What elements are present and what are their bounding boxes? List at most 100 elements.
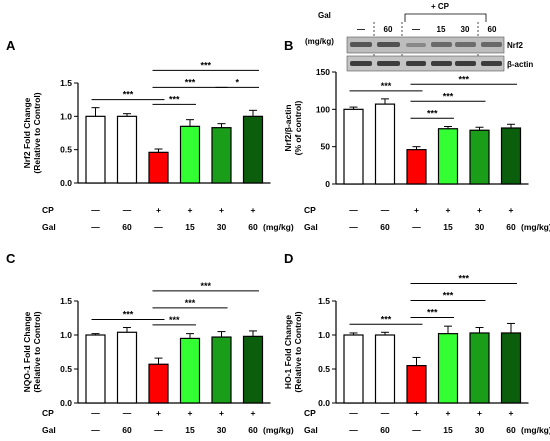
- y-tick-label: 0.5: [318, 364, 330, 374]
- bar: [116, 115, 138, 184]
- condition-cp-value: +: [414, 205, 419, 215]
- significance-label: ***: [169, 94, 180, 104]
- bar: [343, 108, 364, 185]
- bar: [116, 331, 138, 404]
- y-axis-label: Nrf2/β-actin(% of control): [283, 100, 303, 155]
- bar: [85, 334, 106, 404]
- condition-gal-value: 15: [185, 425, 195, 435]
- y-axis-label-line1: HO-1 Fold Change: [283, 315, 293, 389]
- actin-band: [455, 61, 476, 66]
- condition-gal-value: 30: [217, 222, 227, 232]
- y-tick-label: 1.0: [318, 330, 330, 340]
- actin-band: [431, 61, 452, 66]
- condition-unit: (mg/kg): [521, 425, 550, 435]
- condition-cp-value: +: [414, 408, 419, 418]
- significance-label: *: [235, 77, 239, 87]
- condition-gal-value: 60: [506, 222, 516, 232]
- panel-letter: B: [284, 38, 293, 53]
- significance-label: ***: [381, 314, 392, 324]
- chart-panel-b: B Nrf2/β-actin(% of control) 0 50 100 150 *** *…: [283, 38, 550, 232]
- bar: [469, 129, 490, 185]
- y-axis-label-line1: Nrf2 Fold Change: [22, 97, 32, 168]
- bar: [406, 149, 427, 185]
- bar: [179, 337, 201, 404]
- condition-gal-value: —: [412, 425, 421, 435]
- condition-unit: (mg/kg): [263, 222, 294, 232]
- y-tick-label: 0.0: [318, 398, 330, 408]
- blot-cp-bracket: [404, 13, 487, 22]
- bar: [374, 334, 396, 404]
- condition-cp-value: —: [381, 205, 390, 215]
- condition-cp-value: +: [251, 205, 256, 215]
- condition-gal-value: 60: [380, 222, 390, 232]
- condition-cp-value: —: [381, 408, 390, 418]
- significance-label: ***: [443, 91, 454, 101]
- bar: [211, 127, 232, 184]
- condition-cp-value: +: [477, 205, 482, 215]
- condition-cp-value: +: [446, 408, 451, 418]
- condition-row-label-cp: CP: [304, 205, 316, 215]
- y-tick-label: 1.0: [60, 330, 72, 340]
- blot-band-label-nrf2: Nrf2: [507, 41, 524, 50]
- condition-cp-value: —: [123, 408, 132, 418]
- condition-unit: (mg/kg): [263, 425, 294, 435]
- blot-lane-labels: — 60 — 15 30 60: [357, 25, 497, 34]
- y-tick-label: 0: [325, 179, 330, 189]
- condition-gal-value: 15: [185, 222, 195, 232]
- condition-gal-value: 30: [217, 425, 227, 435]
- condition-cp-value: —: [123, 205, 132, 215]
- bar: [179, 125, 201, 184]
- y-tick-label: 150: [316, 67, 330, 77]
- blot-gal-label: Gal: [318, 11, 331, 20]
- condition-gal-value: 60: [248, 222, 258, 232]
- bar: [500, 332, 522, 404]
- condition-gal-value: —: [91, 425, 100, 435]
- condition-cp-value: +: [477, 408, 482, 418]
- chart-panel-a: A Nrf2 Fold Change(Relative to Control) 0.…: [6, 38, 294, 232]
- condition-gal-value: 60: [248, 425, 258, 435]
- y-tick-label: 1.5: [60, 296, 72, 306]
- actin-band: [481, 61, 502, 66]
- y-axis-label: Nrf2 Fold Change(Relative to Control): [22, 92, 42, 173]
- condition-gal-value: —: [349, 222, 358, 232]
- condition-cp-value: +: [251, 408, 256, 418]
- panel-letter: C: [6, 251, 16, 266]
- chart-panel-c: C NQO-1 Fold Change(Relative to Control) 0…: [6, 251, 294, 435]
- blot-lane-label: 60: [488, 25, 497, 34]
- condition-cp-value: —: [91, 205, 100, 215]
- significance-label: ***: [458, 74, 469, 84]
- bar: [406, 365, 427, 404]
- y-tick-label: 0.5: [60, 364, 72, 374]
- blot-cp-label: + CP: [431, 2, 450, 11]
- condition-cp-value: —: [91, 408, 100, 418]
- condition-gal-value: —: [91, 222, 100, 232]
- bar: [437, 333, 459, 404]
- condition-cp-value: +: [509, 408, 514, 418]
- nrf2-band: [350, 42, 372, 47]
- condition-row-label-cp: CP: [304, 408, 316, 418]
- y-axis-label: HO-1 Fold Change(Relative to Control): [283, 311, 303, 392]
- condition-gal-value: 15: [443, 222, 453, 232]
- significance-label: ***: [381, 81, 392, 91]
- y-axis-label-line1: NQO-1 Fold Change: [22, 311, 32, 392]
- y-axis-label-line2: (Relative to Control): [32, 311, 42, 392]
- significance-label: ***: [200, 60, 211, 70]
- condition-gal-value: 30: [475, 425, 485, 435]
- y-tick-label: 0.0: [60, 178, 72, 188]
- blot-lane-label: 60: [384, 25, 393, 34]
- nrf2-band: [406, 43, 426, 47]
- condition-gal-value: —: [412, 222, 421, 232]
- blot-lane-label: —: [412, 25, 420, 34]
- significance-label: ***: [427, 108, 438, 118]
- condition-gal-value: —: [154, 222, 163, 232]
- condition-cp-value: +: [156, 408, 161, 418]
- condition-unit: (mg/kg): [521, 222, 550, 232]
- condition-gal-value: 60: [122, 222, 132, 232]
- western-blot: Gal (mg/kg) + CP — 60 — 15 30 60: [305, 2, 533, 72]
- y-axis-label-line1: Nrf2/β-actin: [283, 104, 293, 151]
- blot-lane-label: —: [357, 25, 365, 34]
- y-tick-label: 100: [316, 104, 330, 114]
- condition-cp-value: +: [219, 408, 224, 418]
- condition-cp-value: +: [188, 408, 193, 418]
